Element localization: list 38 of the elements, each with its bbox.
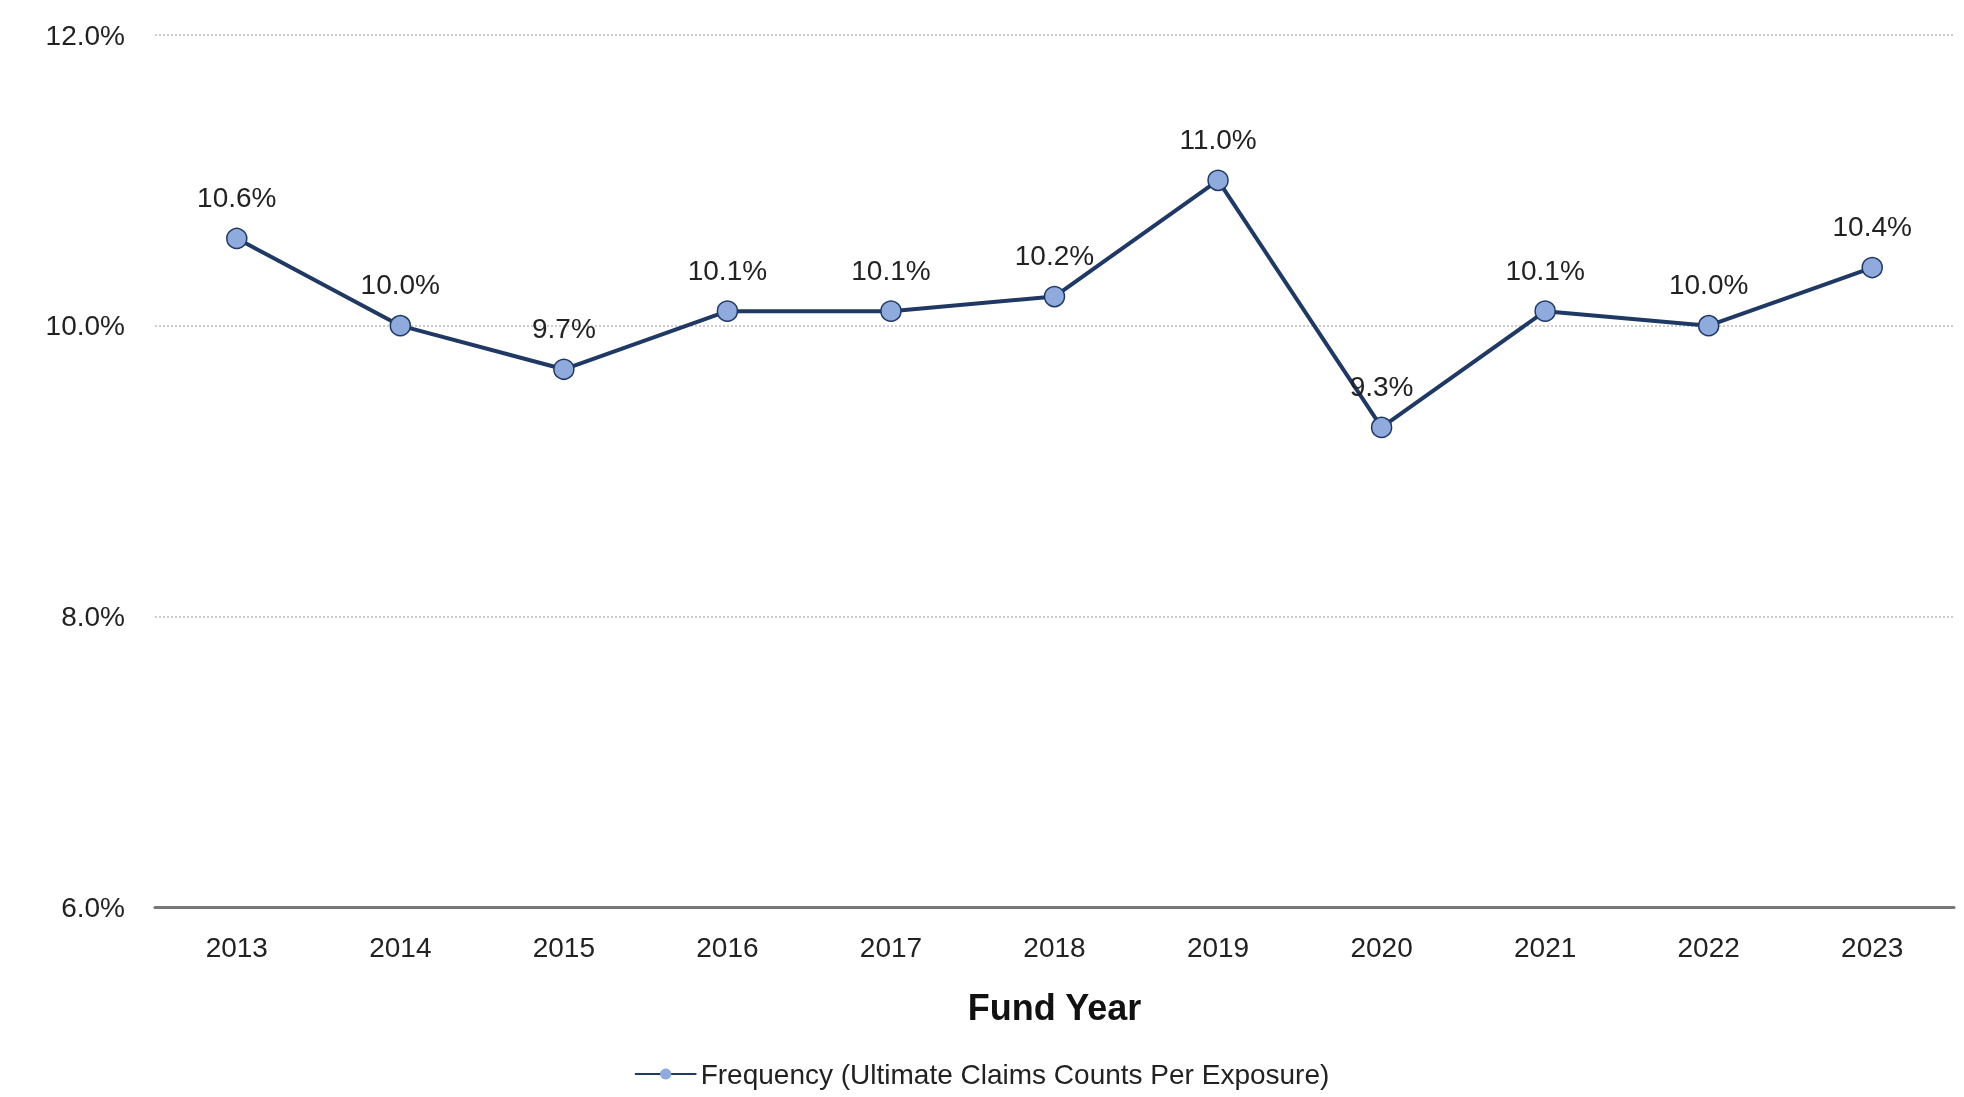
point bbox=[1534, 300, 1556, 322]
x-tick-label: 2019 bbox=[1186, 931, 1250, 963]
point bbox=[1861, 256, 1883, 279]
point bbox=[553, 358, 575, 381]
y-tick-label: 8.0% bbox=[61, 600, 125, 632]
data-label: 10.1% bbox=[1505, 254, 1585, 286]
data-label: 10.0% bbox=[360, 269, 441, 301]
data-label: 11.0% bbox=[1179, 124, 1257, 156]
data-label: 10.4% bbox=[1832, 211, 1912, 243]
y-tick-label: 6.0% bbox=[61, 891, 125, 923]
data-label: 10.1% bbox=[851, 254, 931, 286]
x-axis-title: Fund Year bbox=[967, 986, 1142, 1028]
point bbox=[1207, 169, 1229, 192]
x-tick-label: 2013 bbox=[205, 931, 268, 963]
y-tick-label: 10.0% bbox=[45, 310, 125, 342]
y-tick-label: 12.0% bbox=[45, 19, 125, 51]
x-tick-label: 2017 bbox=[859, 931, 923, 963]
point bbox=[880, 300, 902, 322]
point bbox=[389, 314, 412, 337]
legend-label: Frequency (Ultimate Claims Counts Per Exposure) bbox=[700, 1058, 1330, 1090]
x-tick-label: 2023 bbox=[1841, 931, 1904, 963]
x-tick-label: 2015 bbox=[532, 931, 596, 963]
x-tick-label: 2022 bbox=[1677, 931, 1740, 963]
point bbox=[1697, 314, 1720, 337]
x-tick-label: 2016 bbox=[696, 931, 759, 963]
point bbox=[226, 227, 248, 250]
point bbox=[1043, 285, 1066, 308]
data-label: 10.6% bbox=[197, 182, 277, 214]
point bbox=[716, 300, 739, 322]
x-tick-label: 2021 bbox=[1513, 931, 1577, 963]
x-tick-label: 2014 bbox=[369, 931, 432, 963]
data-label: 10.1% bbox=[687, 254, 768, 286]
point bbox=[1370, 416, 1393, 439]
data-label: 10.2% bbox=[1014, 240, 1095, 272]
x-tick-label: 2018 bbox=[1023, 931, 1086, 963]
data-label: 9.7% bbox=[531, 313, 596, 345]
data-label: 10.0% bbox=[1668, 269, 1749, 301]
x-tick-label: 2020 bbox=[1350, 931, 1413, 963]
